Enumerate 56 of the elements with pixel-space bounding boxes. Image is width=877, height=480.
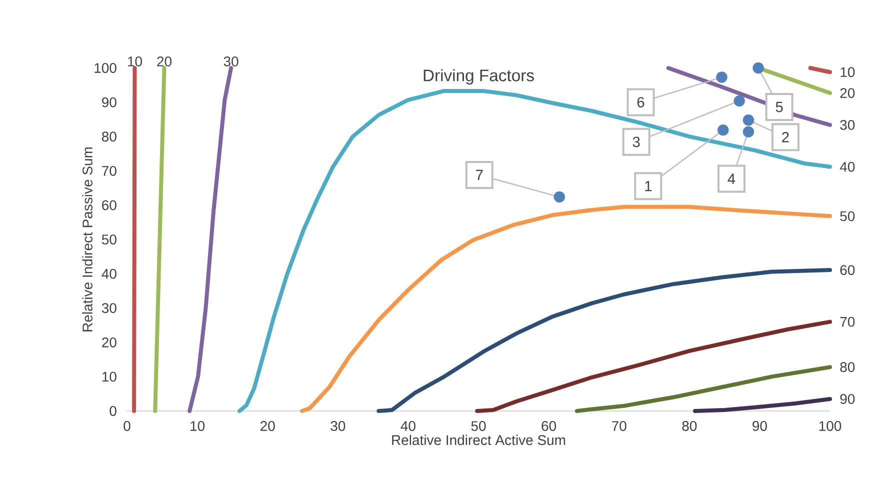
line-series <box>376 268 832 413</box>
series-label: 70 <box>840 316 855 327</box>
annotation: 2 <box>782 132 789 142</box>
y-tick-label: 30 <box>102 303 116 314</box>
y-tick-label: 90 <box>102 97 116 108</box>
series-label: 60 <box>840 265 855 275</box>
line-series <box>300 204 832 413</box>
series-label: 40 <box>840 162 855 172</box>
x-tick-label: 80 <box>682 421 697 431</box>
point <box>742 126 754 138</box>
x-tick-label: 30 <box>330 421 346 431</box>
series-label: 30 <box>224 56 238 66</box>
text: 20 <box>840 88 855 98</box>
x-tick-label: 70 <box>612 421 626 431</box>
line-series <box>693 396 832 413</box>
series-label: 10 <box>128 56 142 66</box>
y-tick-label: 50 <box>102 234 116 244</box>
series-label: 90 <box>840 394 855 404</box>
y-tick-label: 70 <box>102 166 116 176</box>
point <box>554 191 565 203</box>
point <box>716 72 728 83</box>
line-series <box>475 320 832 413</box>
series-label: 50 <box>840 211 855 222</box>
x-tick-label: 20 <box>260 421 275 431</box>
x-tick-label: 0 <box>124 421 130 431</box>
annotation: 6 <box>637 97 644 108</box>
series-label: 20 <box>157 56 172 66</box>
y-axis-title: Relative Indirect Passive Sum <box>82 147 92 332</box>
x-tick-label: 90 <box>752 421 767 431</box>
annotation: 4 <box>728 174 736 184</box>
y-tick-label: 100 <box>94 63 116 73</box>
series-label: 80 <box>840 362 855 372</box>
x-tick-label: 40 <box>400 421 416 431</box>
point <box>752 62 764 74</box>
point <box>718 124 729 136</box>
x-tick-label: 100 <box>819 421 842 431</box>
y-tick-label: 60 <box>102 200 116 210</box>
x-axis-title: Relative Indirect Active Sum <box>392 434 566 446</box>
y-tick-label: 80 <box>102 132 116 142</box>
annotation: 1 <box>645 181 652 192</box>
line-series <box>574 365 832 413</box>
text: 10 <box>840 67 855 78</box>
x-tick-label: 60 <box>542 421 556 431</box>
x-tick-label: 10 <box>190 421 205 431</box>
annotation: 7 <box>476 170 483 180</box>
point <box>734 95 745 107</box>
y-tick-label: 40 <box>102 268 116 279</box>
point <box>742 114 754 126</box>
y-tick-label: 10 <box>102 372 116 382</box>
text: 30 <box>840 120 855 130</box>
annotation: 3 <box>632 136 640 148</box>
y-tick-label: 0 <box>110 406 116 416</box>
y-tick-label: 20 <box>102 337 116 348</box>
chart-title: Driving Factors <box>424 69 534 85</box>
annotation: 5 <box>776 102 783 112</box>
x-tick-label: 50 <box>471 421 486 431</box>
